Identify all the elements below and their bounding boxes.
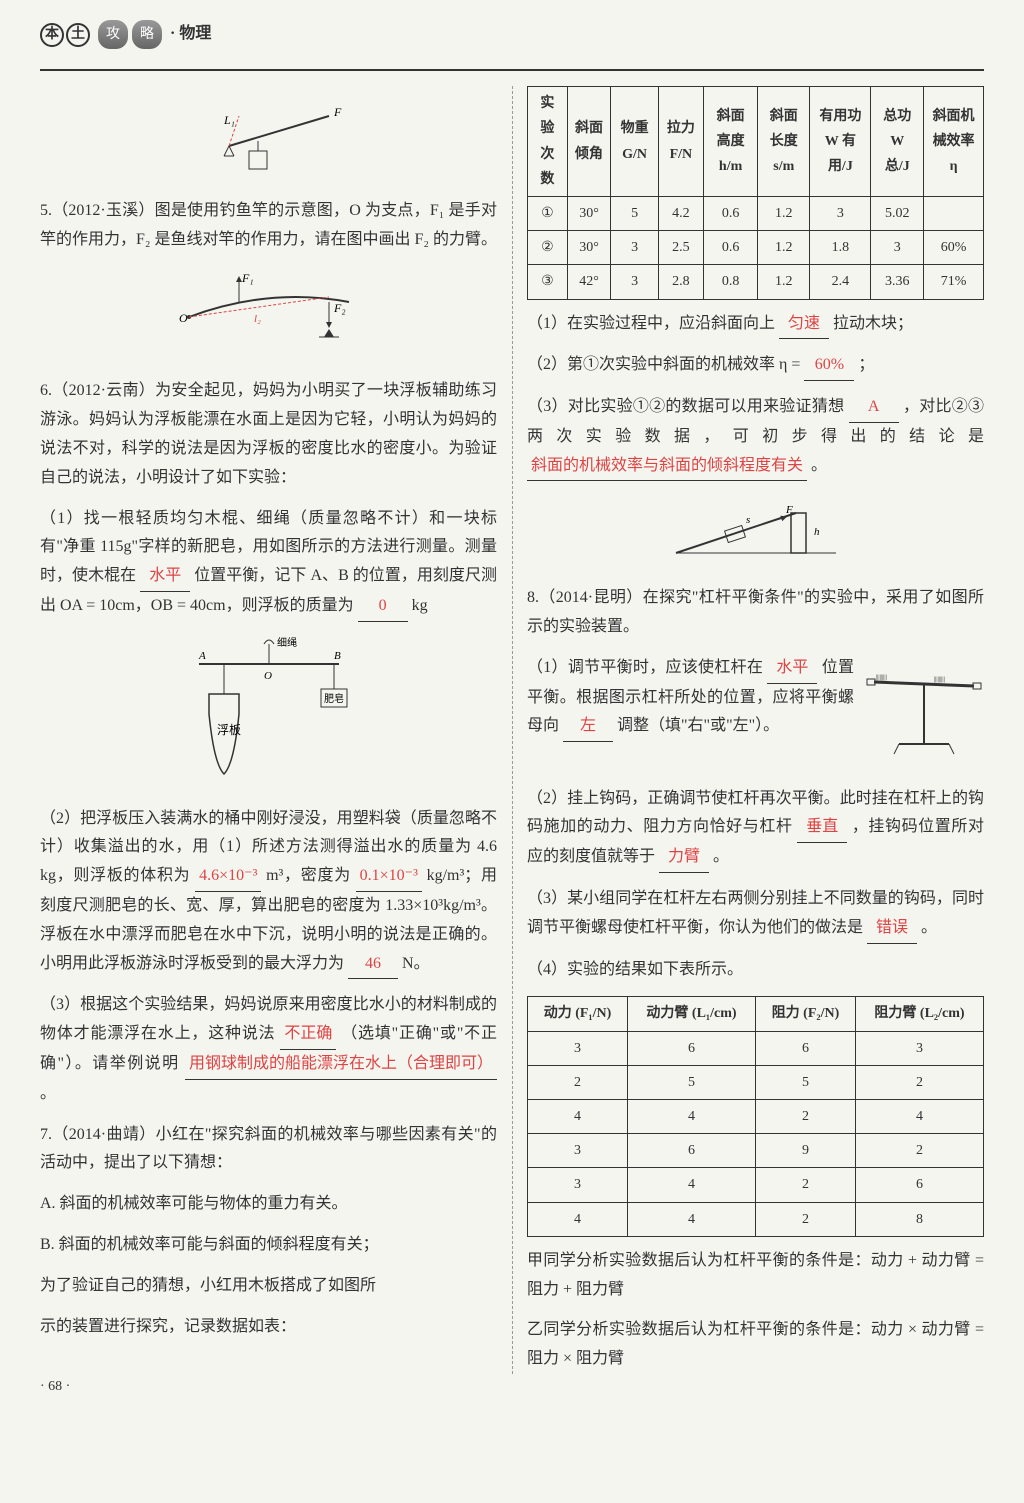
question-7-a: A. 斜面的机械效率可能与物体的重力有关。 xyxy=(40,1190,497,1219)
diagram-buoy: A B O 细绳 浮板 肥皂 xyxy=(40,634,497,795)
svg-text:F₁: F₁ xyxy=(241,271,254,285)
table-header: 动力 (F₁/N) xyxy=(528,997,628,1031)
subject-label: · 物理 xyxy=(170,20,211,49)
svg-text:L₁: L₁ xyxy=(223,113,235,127)
table-incline: 实验次数斜面倾角物重 G/N拉力 F/N斜面高度 h/m斜面长度 s/m有用功 … xyxy=(527,86,984,299)
question-7-p3: （3）对比实验①②的数据可以用来验证猜想 A ，对比②③两次实验数据，可初步得出… xyxy=(527,393,984,481)
question-8-p4: （4）实验的结果如下表所示。 xyxy=(527,956,984,985)
table-header: 阻力 (F₂/N) xyxy=(755,997,855,1031)
table-header: 有用功 W 有用/J xyxy=(810,87,871,197)
table-row: ①30°54.20.61.235.02 xyxy=(528,196,984,230)
svg-text:O: O xyxy=(264,670,272,682)
svg-text:|||||||||: ||||||||| xyxy=(876,675,887,681)
question-7-intro: 7.（2014·曲靖）小红在"探究斜面的机械效率与哪些因素有关"的活动中，提出了… xyxy=(40,1121,497,1179)
table-header: 斜面机械效率 η xyxy=(924,87,984,197)
question-7-top: 示的装置进行探究，记录数据如表： xyxy=(40,1313,497,1342)
diagram-balance: ||||||||| ||||||||| xyxy=(864,664,984,775)
logo-char-2: 土 xyxy=(66,23,90,47)
question-8-intro: 8.（2014·昆明）在探究"杠杆平衡条件"的实验中，采用了如图所示的实验装置。 xyxy=(527,584,984,642)
svg-text:|||||||||: ||||||||| xyxy=(934,677,945,683)
q7-blank4: 斜面的机械效率与斜面的倾斜程度有关 xyxy=(527,452,807,482)
table-lever: 动力 (F₁/N)动力臂 (L₁/cm)阻力 (F₂/N)阻力臂 (L₂/cm)… xyxy=(527,996,984,1236)
table-header: 斜面倾角 xyxy=(567,87,611,197)
table-header: 实验次数 xyxy=(528,87,568,197)
question-6-p2: （2）把浮板压入装满水的桶中刚好浸没，用塑料袋（质量忽略不计）收集溢出的水，用（… xyxy=(40,805,497,980)
q6-blank5: 46 xyxy=(348,950,398,980)
question-7-p1: （1）在实验过程中，应沿斜面向上 匀速 拉动木块； xyxy=(527,310,984,340)
table-header: 拉力 F/N xyxy=(658,87,703,197)
svg-text:F₂: F₂ xyxy=(333,301,346,315)
question-7-b: B. 斜面的机械效率可能与斜面的倾斜程度有关； xyxy=(40,1231,497,1260)
table-header: 总功 W 总/J xyxy=(871,87,924,197)
q7-blank3: A xyxy=(849,393,899,423)
table-header: 斜面高度 h/m xyxy=(703,87,757,197)
svg-text:O: O xyxy=(179,311,188,325)
q6-blank4: 0.1×10⁻³ xyxy=(356,862,422,892)
logo-pill-1: 攻 xyxy=(98,20,128,49)
table-row: 2552 xyxy=(528,1065,984,1099)
table-row: 4428 xyxy=(528,1202,984,1236)
q6-blank6: 不正确 xyxy=(280,1020,336,1050)
question-5: 5.（2012·玉溪）图是使用钓鱼竿的示意图，O 为支点，F₁ 是手对竿的作用力… xyxy=(40,197,497,255)
logo-pill-2: 略 xyxy=(132,20,162,49)
q6-blank3: 4.6×10⁻³ xyxy=(195,862,261,892)
table-row: ②30°32.50.61.21.8360% xyxy=(528,231,984,265)
page-number: · 68 · xyxy=(40,1374,984,1399)
table-row: 3692 xyxy=(528,1134,984,1168)
table-header: 物重 G/N xyxy=(611,87,658,197)
q8-blank2: 左 xyxy=(563,712,613,742)
svg-text:肥皂: 肥皂 xyxy=(324,692,344,705)
q8-conclusion1: 甲同学分析实验数据后认为杠杆平衡的条件是：动力 + 动力臂 = 阻力 + 阻力臂 xyxy=(527,1247,984,1305)
svg-text:h: h xyxy=(814,526,820,538)
q7-blank2: 60% xyxy=(804,351,854,381)
question-6-p1: （1）找一根轻质均匀木棍、细绳（质量忽略不计）和一块标有"净重 115g"字样的… xyxy=(40,505,497,622)
svg-text:F: F xyxy=(333,105,342,119)
table-row: 4424 xyxy=(528,1100,984,1134)
q8-blank4: 力臂 xyxy=(659,843,709,873)
question-6-p3: （3）根据这个实验结果，妈妈说原来用密度比水小的材料制成的物体才能漂浮在水上，这… xyxy=(40,991,497,1108)
table-header: 动力臂 (L₁/cm) xyxy=(628,997,756,1031)
svg-text:s: s xyxy=(746,514,750,526)
question-8-p2: （2）挂上钩码，正确调节使杠杆再次平衡。此时挂在杠杆上的钩码施加的动力、阻力方向… xyxy=(527,785,984,873)
diagram-incline: s h F xyxy=(527,493,984,574)
q6-blank1: 水平 xyxy=(140,562,190,592)
svg-text:A: A xyxy=(198,650,206,662)
question-8-p3: （3）某小组同学在杠杆左右两侧分别挂上不同数量的钩码，同时调节平衡螺母使杠杆平衡… xyxy=(527,885,984,944)
brand-logo: 本 土 xyxy=(40,23,90,47)
table-row: ③42°32.80.81.22.43.3671% xyxy=(528,265,984,299)
svg-text:F: F xyxy=(785,504,793,516)
question-7-p2: （2）第①次实验中斜面的机械效率 η = 60% ； xyxy=(527,351,984,381)
q6-blank2: 0 xyxy=(358,592,408,622)
question-6-intro: 6.（2012·云南）为安全起见，妈妈为小明买了一块浮板辅助练习游泳。妈妈认为浮… xyxy=(40,377,497,492)
q7-blank1: 匀速 xyxy=(779,310,829,340)
svg-text:浮板: 浮板 xyxy=(217,723,241,737)
diagram-fishing-rod: O F₁ F₂ l₂ xyxy=(40,267,497,368)
question-8-p1: （1）调节平衡时，应该使杠杆在 水平 位置平衡。根据图示杠杆所处的位置，应将平衡… xyxy=(527,654,854,742)
svg-text:细绳: 细绳 xyxy=(277,636,297,649)
q8-conclusion2: 乙同学分析实验数据后认为杠杆平衡的条件是：动力 × 动力臂 = 阻力 × 阻力臂 xyxy=(527,1316,984,1374)
q8-blank5: 错误 xyxy=(867,914,917,944)
q6-blank7: 用钢球制成的船能漂浮在水上（合理即可） xyxy=(185,1050,497,1080)
diagram-lever-top: L₁ F xyxy=(40,96,497,187)
logo-char-1: 本 xyxy=(40,23,64,47)
page-header: 本 土 攻 略 · 物理 xyxy=(40,20,984,49)
q8-blank1: 水平 xyxy=(767,654,817,684)
table-row: 3426 xyxy=(528,1168,984,1202)
svg-text:B: B xyxy=(334,650,341,662)
q8-blank3: 垂直 xyxy=(797,813,847,843)
question-7-c: 为了验证自己的猜想，小红用木板搭成了如图所 xyxy=(40,1272,497,1301)
table-header: 斜面长度 s/m xyxy=(758,87,810,197)
table-header: 阻力臂 (L₂/cm) xyxy=(855,997,983,1031)
svg-text:l₂: l₂ xyxy=(254,313,261,325)
table-row: 3663 xyxy=(528,1031,984,1065)
